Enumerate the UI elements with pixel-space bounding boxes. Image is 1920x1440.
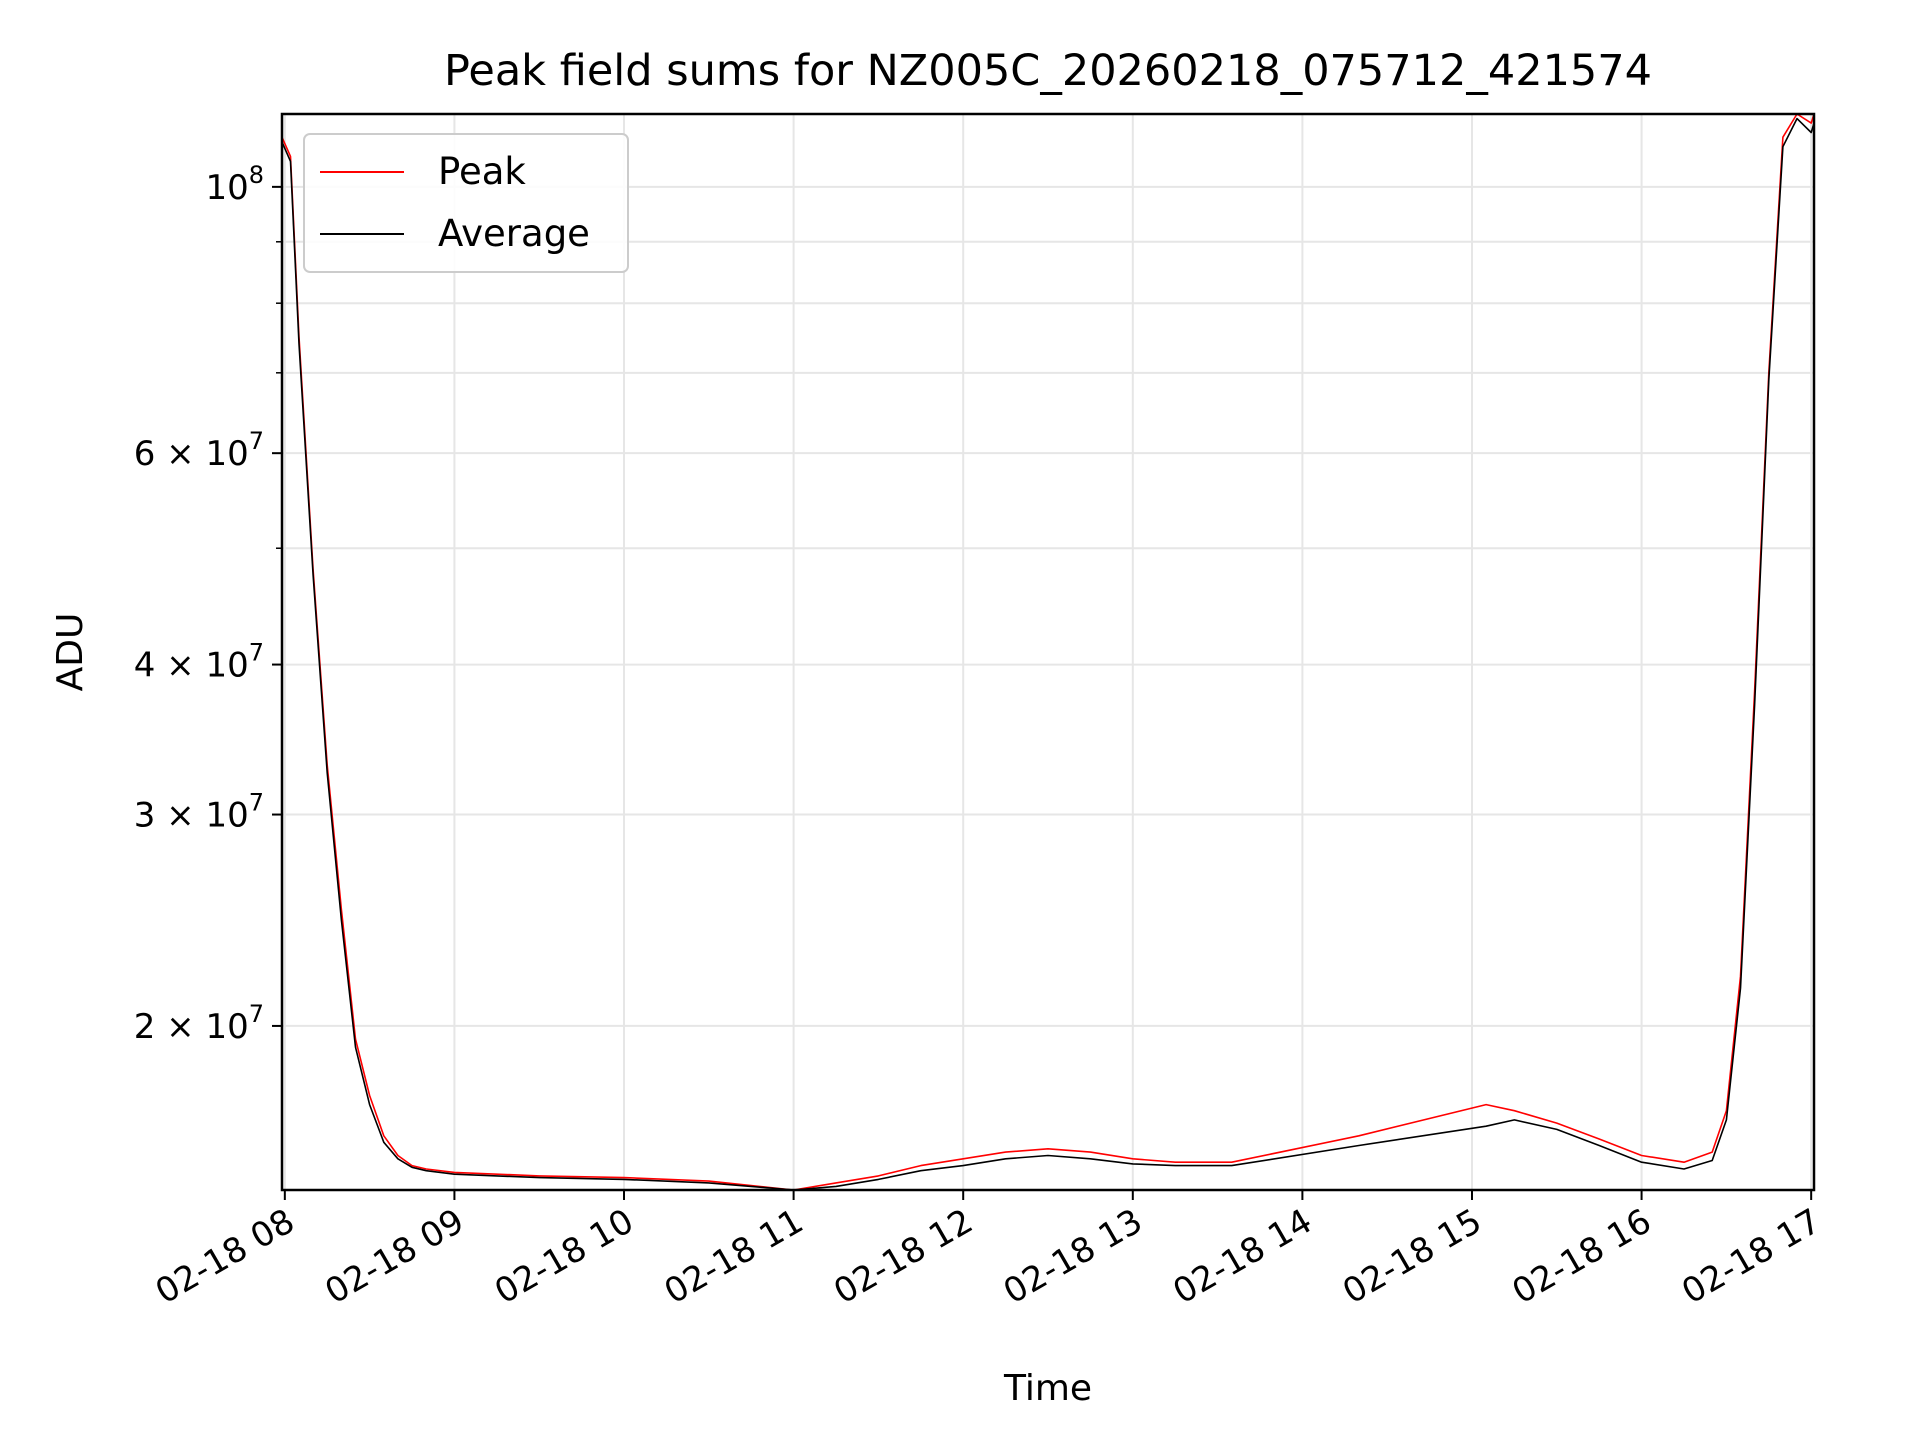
legend: Peak Average (303, 133, 629, 273)
chart-title: Peak field sums for NZ005C_20260218_0757… (444, 46, 1652, 96)
plot-frame (280, 112, 1816, 1192)
legend-label-peak: Peak (438, 150, 526, 193)
y-tick-label: 6 × 107 (134, 427, 264, 474)
x-axis-label: Time (1003, 1368, 1092, 1409)
y-tick-label: 2 × 107 (134, 1000, 264, 1047)
y-axis: 108 6 × 107 4 × 107 3 × 107 2 × 107 (134, 161, 282, 1047)
legend-label-average: Average (438, 212, 590, 255)
y-axis-label: ADU (50, 613, 91, 692)
legend-box (303, 133, 629, 273)
y-tick-label: 3 × 107 (134, 789, 264, 836)
plot-area (281, 113, 1815, 1191)
y-tick-label: 4 × 107 (134, 639, 264, 686)
y-tick-label: 108 (205, 161, 264, 208)
grid-layer (282, 114, 1814, 1190)
series-line-peak (281, 113, 1815, 1191)
series-line-average (281, 117, 1815, 1191)
